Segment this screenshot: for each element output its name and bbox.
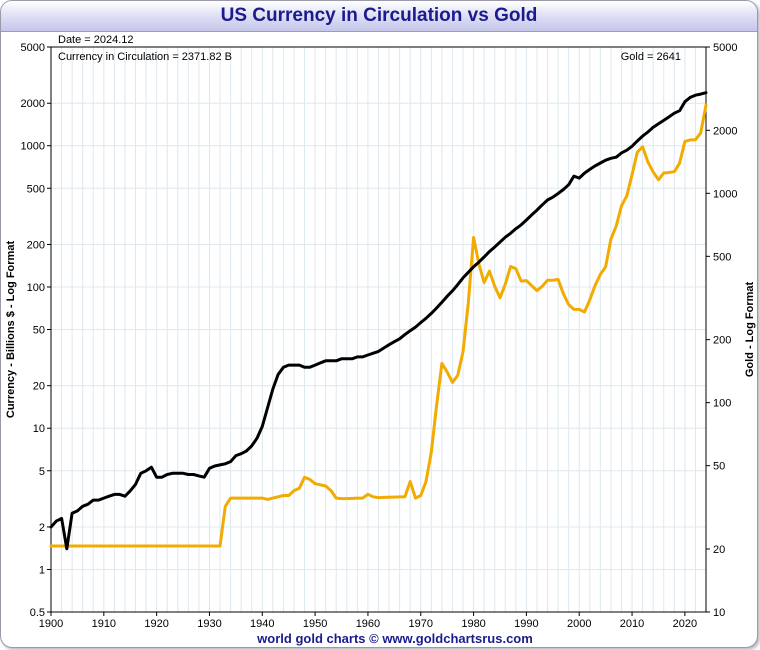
- y-right-tick-label: 500: [713, 251, 731, 263]
- axes: 1900 1910 1920 1930 1940 1950 1960 1970 1980 1990…: [21, 42, 738, 630]
- y-right-tick-label: 100: [713, 398, 731, 410]
- x-tick-label: 1920: [144, 618, 168, 630]
- y-right-tick-label: 20: [713, 544, 725, 556]
- title-bar: US Currency in Circulation vs Gold: [1, 1, 757, 32]
- y-right-tick-label: 5000: [713, 42, 737, 54]
- gold-annotation: Gold = 2641: [621, 51, 681, 63]
- x-tick-label: 2020: [673, 618, 697, 630]
- y-left-tick-label: 1000: [21, 141, 45, 153]
- gold-series-line: [49, 103, 708, 548]
- y-left-tick-label: 1: [39, 564, 45, 576]
- x-tick-label: 2000: [567, 618, 591, 630]
- currency-series-line: [49, 91, 708, 551]
- x-tick-label: 2010: [620, 618, 644, 630]
- y-left-tick-label: 50: [33, 325, 45, 337]
- date-annotation: Date = 2024.12: [58, 34, 134, 46]
- y-axis-left-label: Currency - Billions $ - Log Format: [5, 241, 17, 419]
- credit-footer: world gold charts © www.goldchartsrus.co…: [256, 631, 533, 646]
- x-tick-label: 1950: [303, 618, 327, 630]
- y-left-tick-label: 100: [27, 282, 45, 294]
- x-tick-label: 1990: [514, 618, 538, 630]
- y-left-tick-label: 20: [33, 381, 45, 393]
- y-left-tick-label: 10: [33, 423, 45, 435]
- x-tick-label: 1940: [250, 618, 274, 630]
- y-left-tick-label: 500: [27, 183, 45, 195]
- y-left-tick-label: 5000: [21, 42, 45, 54]
- y-right-tick-label: 2000: [713, 125, 737, 137]
- y-left-tick-label: 200: [27, 239, 45, 251]
- y-right-tick-label: 50: [713, 461, 725, 473]
- x-tick-label: 1970: [409, 618, 433, 630]
- y-right-tick-label: 200: [713, 335, 731, 347]
- currency-annotation: Currency in Circulation = 2371.82 B: [58, 51, 232, 63]
- x-tick-label: 1910: [92, 618, 116, 630]
- y-right-tick-label: 10: [713, 607, 725, 619]
- x-tick-label: 1900: [39, 618, 63, 630]
- x-tick-label: 1930: [197, 618, 221, 630]
- y-left-tick-label: 2: [39, 522, 45, 534]
- grid: [50, 46, 707, 613]
- x-tick-label: 1980: [461, 618, 485, 630]
- y-left-tick-label: 2000: [21, 98, 45, 110]
- y-left-tick-label: 5: [39, 466, 45, 478]
- y-left-tick-label: 0.5: [30, 607, 45, 619]
- chart-title: US Currency in Circulation vs Gold: [220, 5, 538, 26]
- y-right-tick-label: 1000: [713, 188, 737, 200]
- x-tick-label: 1960: [356, 618, 380, 630]
- y-axis-right-label: Gold - Log Format: [744, 282, 756, 378]
- series: [49, 91, 708, 551]
